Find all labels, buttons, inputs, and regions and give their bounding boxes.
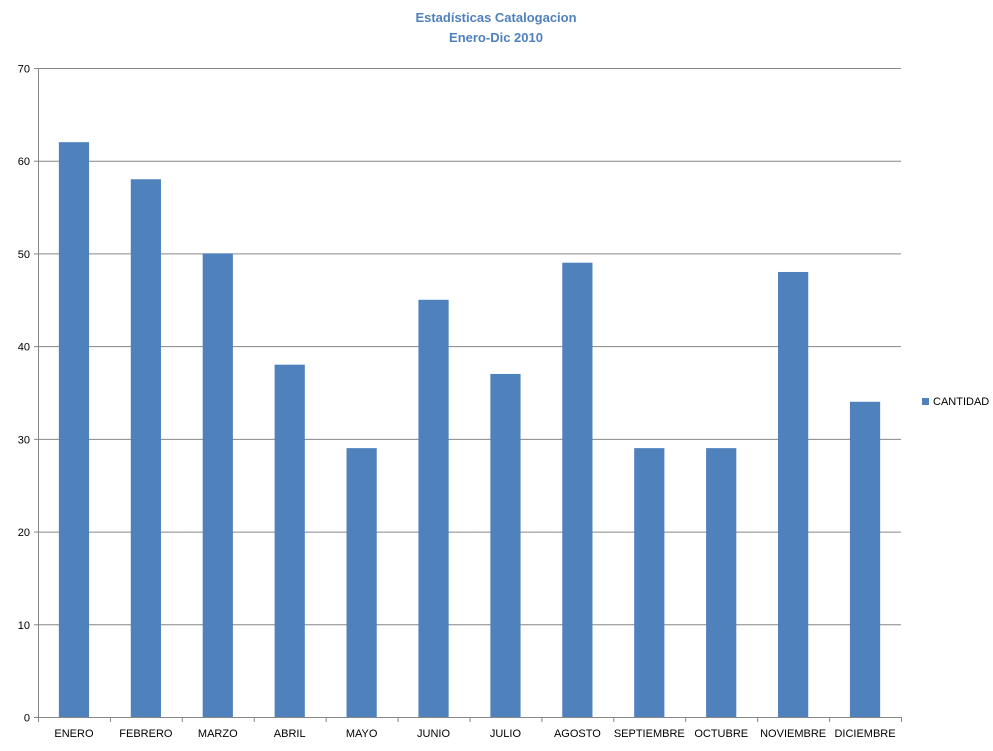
bar-enero [58, 142, 90, 717]
bar-marzo [202, 253, 233, 717]
y-tick-label: 40 [18, 342, 30, 354]
bar-julio [490, 373, 521, 717]
bar-junio [418, 299, 449, 717]
axes [34, 68, 902, 722]
x-tick-label: ENERO [54, 728, 94, 740]
legend-swatch [922, 398, 929, 405]
x-tick-label: MARZO [198, 728, 238, 740]
y-tick-label: 10 [18, 620, 30, 632]
y-tick-label: 70 [18, 64, 30, 76]
gridlines [38, 68, 901, 626]
x-tick-label: AGOSTO [554, 728, 601, 740]
bar-noviembre [778, 271, 809, 717]
bar-septiembre [634, 448, 665, 717]
x-tick-label: FEBRERO [119, 728, 173, 740]
bar-febrero [130, 179, 161, 717]
x-tick-label: JUNIO [417, 728, 450, 740]
x-tick-label: SEPTIEMBRE [614, 728, 685, 740]
bars [58, 142, 881, 717]
y-tick-label: 20 [18, 527, 30, 539]
y-tick-label: 50 [18, 249, 30, 261]
bar-abril [274, 364, 305, 717]
bar-octubre [706, 448, 737, 717]
y-tick-label: 0 [24, 713, 30, 725]
x-tick-label: MAYO [346, 728, 378, 740]
bar-agosto [562, 262, 593, 717]
bar-mayo [346, 448, 377, 717]
chart-title: Estadísticas Catalogacion [415, 10, 576, 25]
x-tick-label: ABRIL [274, 728, 306, 740]
x-tick-label: DICIEMBRE [834, 728, 895, 740]
y-tick-label: 30 [18, 434, 30, 446]
x-tick-label: NOVIEMBRE [760, 728, 826, 740]
legend-label: CANTIDAD [933, 396, 989, 408]
x-tick-label: OCTUBRE [694, 728, 748, 740]
legend: CANTIDAD [922, 396, 989, 408]
chart-subtitle: Enero-Dic 2010 [449, 30, 543, 45]
x-tick-label: JULIO [490, 728, 522, 740]
bar-diciembre [849, 401, 881, 717]
y-tick-label: 60 [18, 156, 30, 168]
tick-labels: 0 10 20 30 40 50 60 70 ENERO FEBRERO MARZO ABRIL MAY… [18, 64, 896, 741]
